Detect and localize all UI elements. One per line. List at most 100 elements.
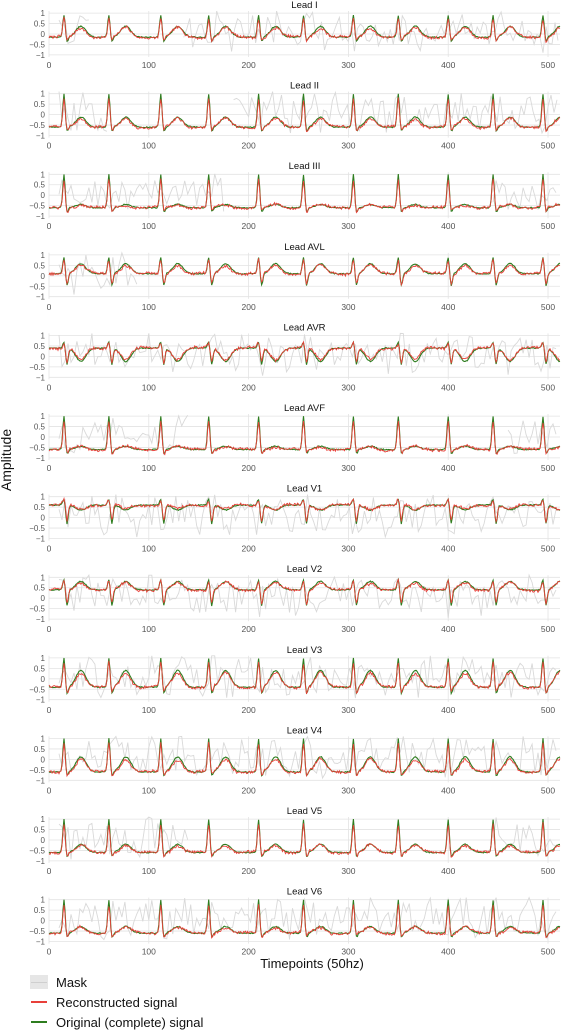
y-tick-label: −1 xyxy=(36,615,46,624)
lead-title: Lead V6 xyxy=(287,887,322,898)
lead-title: Lead AVF xyxy=(284,403,325,414)
x-tick-label: 300 xyxy=(341,705,355,715)
x-tick-label: 100 xyxy=(142,221,156,231)
y-tick-label: 1 xyxy=(41,90,46,99)
y-tick-label: −0.5 xyxy=(29,282,45,291)
x-tick-label: 0 xyxy=(47,141,52,151)
lead-title: Lead V5 xyxy=(287,806,322,817)
y-tick-label: 0 xyxy=(41,191,46,200)
y-tick-label: −0.5 xyxy=(29,605,45,614)
legend-label-original: Original (complete) signal xyxy=(56,1014,204,1030)
y-tick-label: 0 xyxy=(41,675,46,684)
y-tick-label: 1 xyxy=(41,573,46,582)
x-tick-label: 200 xyxy=(242,947,256,957)
x-tick-label: 500 xyxy=(541,463,555,473)
y-tick-label: 1 xyxy=(41,170,46,179)
y-tick-label: −1 xyxy=(36,373,46,382)
x-tick-label: 0 xyxy=(47,463,52,473)
x-tick-label: 100 xyxy=(142,544,156,554)
y-tick-label: −1 xyxy=(36,696,46,705)
reconstructed-series-line xyxy=(48,420,561,456)
y-tick-label: 0 xyxy=(41,836,46,845)
y-tick-label: −0.5 xyxy=(29,40,45,49)
x-tick-label: 400 xyxy=(441,544,455,554)
y-tick-label: 0.5 xyxy=(34,503,46,512)
x-tick-label: 0 xyxy=(47,382,52,392)
y-tick-label: 1 xyxy=(41,654,46,663)
x-tick-label: 300 xyxy=(341,463,355,473)
x-tick-label: 200 xyxy=(242,866,256,876)
x-tick-label: 100 xyxy=(142,866,156,876)
y-tick-label: −0.5 xyxy=(29,766,45,775)
x-tick-label: 300 xyxy=(341,544,355,554)
reconstructed-line-icon xyxy=(30,995,48,1009)
reconstructed-series-line xyxy=(48,660,561,694)
x-tick-label: 500 xyxy=(541,60,555,70)
y-tick-label: 1 xyxy=(41,331,46,340)
x-tick-label: 100 xyxy=(142,947,156,957)
y-tick-label: 0 xyxy=(41,111,46,120)
mask-series-line xyxy=(58,332,557,376)
x-tick-label: 500 xyxy=(541,866,555,876)
x-tick-label: 0 xyxy=(47,705,52,715)
y-tick-label: −1 xyxy=(36,938,46,947)
x-tick-label: 100 xyxy=(142,705,156,715)
y-tick-label: −0.5 xyxy=(29,443,45,452)
y-tick-label: 0 xyxy=(41,352,46,361)
x-tick-label: 500 xyxy=(541,785,555,795)
x-tick-label: 200 xyxy=(242,382,256,392)
y-tick-label: 0.5 xyxy=(34,745,46,754)
x-tick-label: 500 xyxy=(541,624,555,634)
y-tick-label: 0.5 xyxy=(34,664,46,673)
x-tick-label: 200 xyxy=(242,705,256,715)
x-tick-label: 100 xyxy=(142,60,156,70)
x-tick-label: 200 xyxy=(242,785,256,795)
y-tick-label: −0.5 xyxy=(29,363,45,372)
y-tick-label: 0.5 xyxy=(34,181,46,190)
y-tick-label: −0.5 xyxy=(29,524,45,533)
mask-series-line xyxy=(183,10,559,53)
legend-item-mask: Mask xyxy=(30,972,330,992)
y-tick-label: 0 xyxy=(41,433,46,442)
x-tick-label: 100 xyxy=(142,302,156,312)
x-tick-label: 400 xyxy=(441,141,455,151)
x-tick-label: 400 xyxy=(441,866,455,876)
y-tick-label: 0 xyxy=(41,30,46,39)
y-tick-label: 1 xyxy=(41,493,46,502)
x-tick-label: 400 xyxy=(441,221,455,231)
mask-series-line xyxy=(58,735,557,780)
reconstructed-series-line xyxy=(48,822,561,859)
original-line-icon xyxy=(30,1015,48,1029)
x-tick-label: 0 xyxy=(47,785,52,795)
y-tick-label: 0.5 xyxy=(34,342,46,351)
y-tick-label: 0.5 xyxy=(34,826,46,835)
y-tick-label: −0.5 xyxy=(29,685,45,694)
y-tick-label: −1 xyxy=(36,51,46,60)
lead-title: Lead V1 xyxy=(287,484,322,495)
x-tick-label: 0 xyxy=(47,221,52,231)
legend-label-mask: Mask xyxy=(56,974,88,990)
x-axis-label: Timepoints (50hz) xyxy=(260,956,364,971)
x-tick-label: 300 xyxy=(341,866,355,876)
x-tick-label: 300 xyxy=(341,785,355,795)
x-tick-label: 100 xyxy=(142,624,156,634)
reconstructed-series-line xyxy=(49,178,561,214)
x-tick-label: 300 xyxy=(341,947,355,957)
x-tick-label: 500 xyxy=(541,302,555,312)
mask-series-line xyxy=(58,251,138,295)
x-tick-label: 500 xyxy=(541,221,555,231)
y-tick-label: −1 xyxy=(36,776,46,785)
x-tick-label: 200 xyxy=(242,221,256,231)
lead-title: Lead I xyxy=(291,0,317,11)
mask-series-line xyxy=(233,90,558,135)
reconstructed-series-line xyxy=(48,16,561,44)
x-tick-label: 200 xyxy=(242,141,256,151)
x-tick-label: 0 xyxy=(47,60,52,70)
x-tick-label: 300 xyxy=(341,382,355,392)
